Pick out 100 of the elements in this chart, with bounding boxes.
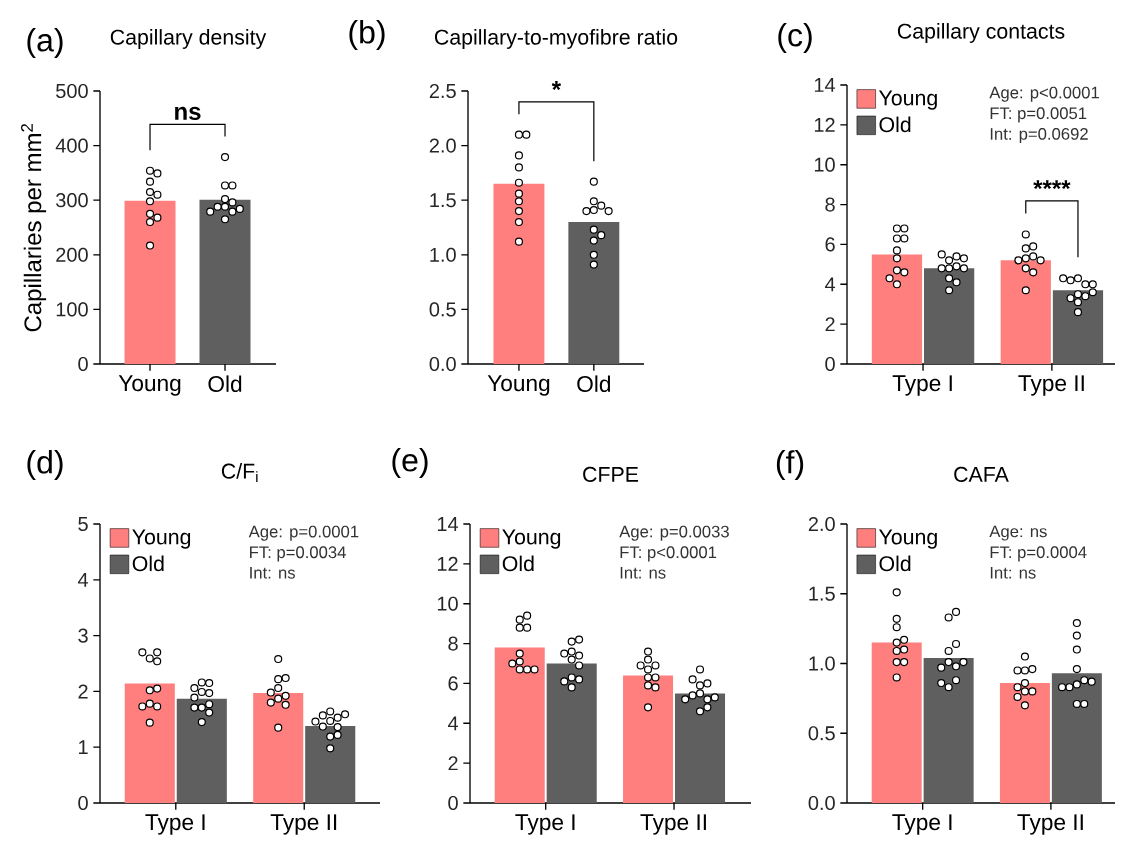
bar: [999, 683, 1050, 803]
y-tick-label: 1.5: [430, 193, 456, 208]
text: (b): [349, 20, 385, 50]
y-tick-label: 0: [448, 795, 458, 811]
legend-label: Young: [502, 529, 561, 549]
legend-label: Young: [878, 90, 937, 110]
annotation: Age: p=0.0033: [619, 525, 729, 541]
annotation: Int: ns: [250, 567, 296, 579]
y-tick-label: 2: [825, 317, 835, 332]
y-tick-label: 6: [448, 676, 458, 691]
y-tick-label: 10: [437, 596, 458, 611]
bar: [1000, 260, 1051, 364]
y-tick-label: 200: [56, 247, 88, 262]
chart-title: Capillary density: [110, 29, 267, 49]
y-tick-label: 0: [825, 356, 835, 372]
bar: [253, 693, 304, 803]
y-tick-label: 8: [825, 197, 835, 212]
y-tick-label: 4: [77, 572, 89, 587]
y-tick-label: 1.0: [430, 247, 456, 262]
text: (c): [778, 23, 812, 53]
bar: [1051, 673, 1102, 803]
annotation: ns: [175, 106, 201, 121]
bar: [494, 647, 545, 803]
y-tick-label: 14: [814, 78, 836, 92]
y-tick-label: 0.5: [808, 726, 835, 741]
y-tick-label: 1.0: [809, 656, 835, 671]
y-tick-label: 10: [814, 157, 835, 172]
bar: [923, 657, 974, 803]
annotation: FT: p<0.0001: [620, 546, 717, 562]
y-axis-title: Capillaries per mm$^{2}$: [21, 123, 47, 332]
chart-title: Capillary-to-myofibre ratio: [434, 29, 678, 49]
bar: [871, 254, 923, 364]
annotation: Int: p=0.0692: [990, 128, 1088, 144]
chart-title: Capillary contacts: [897, 23, 1065, 43]
x-tick-label: Young: [118, 375, 181, 396]
legend-label: Young: [878, 529, 937, 549]
y-tick-label: 2.0: [808, 516, 835, 532]
bar: [1052, 290, 1104, 364]
y-tick-label: 0: [78, 356, 88, 372]
bar: [176, 698, 227, 803]
y-tick-label: 2: [78, 684, 88, 699]
annotation: FT: p=0.0051: [990, 107, 1087, 123]
bar: [623, 675, 674, 803]
legend-label: Old: [879, 116, 911, 133]
legend-label: Old: [502, 555, 534, 572]
x-tick-label: Type II: [270, 814, 337, 835]
chart-title: CAFA: [954, 466, 1009, 482]
chart-title: CFPE: [583, 466, 639, 482]
bar: [546, 663, 597, 803]
x-tick-label: Type II: [640, 814, 706, 835]
annotation: Age: ns: [989, 525, 1047, 541]
x-tick-label: Young: [487, 375, 550, 396]
y-tick-label: 0.5: [429, 302, 456, 317]
y-tick-label: 100: [56, 302, 88, 317]
y-tick-label: 4: [447, 716, 459, 731]
text: (e): [392, 448, 428, 478]
x-tick-label: Old: [577, 375, 611, 393]
y-tick-label: 2: [448, 756, 458, 771]
annotation: Int: ns: [620, 567, 666, 579]
annotation: Int: ns: [990, 567, 1036, 579]
x-tick-label: Type II: [1017, 814, 1083, 835]
x-tick-label: Type I: [892, 375, 952, 396]
y-tick-label: 4: [824, 277, 836, 292]
annotation: FT: p=0.0034: [250, 546, 346, 562]
y-tick-label: 6: [825, 237, 835, 252]
y-tick-label: 12: [437, 556, 458, 571]
y-tick-label: 300: [56, 193, 88, 208]
y-tick-label: 12: [814, 117, 835, 132]
annotation: FT: p=0.0004: [990, 546, 1087, 562]
bar: [305, 726, 356, 803]
bar: [674, 693, 726, 803]
x-tick-label: Type I: [145, 814, 205, 835]
y-tick-label: 0.0: [808, 795, 835, 811]
chart-title: C/F$_{i}$: [221, 463, 258, 482]
y-tick-label: 2.5: [429, 83, 456, 99]
bar: [924, 268, 975, 364]
x-tick-label: Type I: [515, 814, 575, 835]
y-tick-label: 1: [79, 740, 88, 755]
text: (a): [27, 28, 63, 58]
text: (d): [27, 450, 63, 480]
y-tick-label: 0: [78, 795, 88, 811]
y-tick-label: 0.0: [429, 356, 456, 372]
legend-label: Old: [132, 555, 164, 572]
annotation: Age: p<0.0001: [989, 86, 1099, 102]
y-tick-label: 1.5: [809, 586, 835, 601]
legend-label: Old: [879, 555, 911, 572]
annotation: Age: p=0.0001: [248, 525, 359, 541]
bar: [871, 642, 922, 803]
text: *: [551, 81, 562, 91]
annotation: ****: [1033, 180, 1071, 190]
x-tick-label: Type II: [1018, 375, 1084, 396]
bar: [124, 683, 175, 803]
y-tick-label: 3: [78, 628, 88, 643]
x-tick-label: Old: [208, 375, 242, 393]
text: (f): [776, 450, 804, 480]
y-tick-label: 400: [55, 138, 88, 153]
legend-label: Young: [132, 529, 191, 549]
x-tick-label: Type I: [892, 814, 952, 835]
y-tick-label: 14: [437, 517, 459, 531]
y-tick-label: 500: [56, 83, 88, 99]
